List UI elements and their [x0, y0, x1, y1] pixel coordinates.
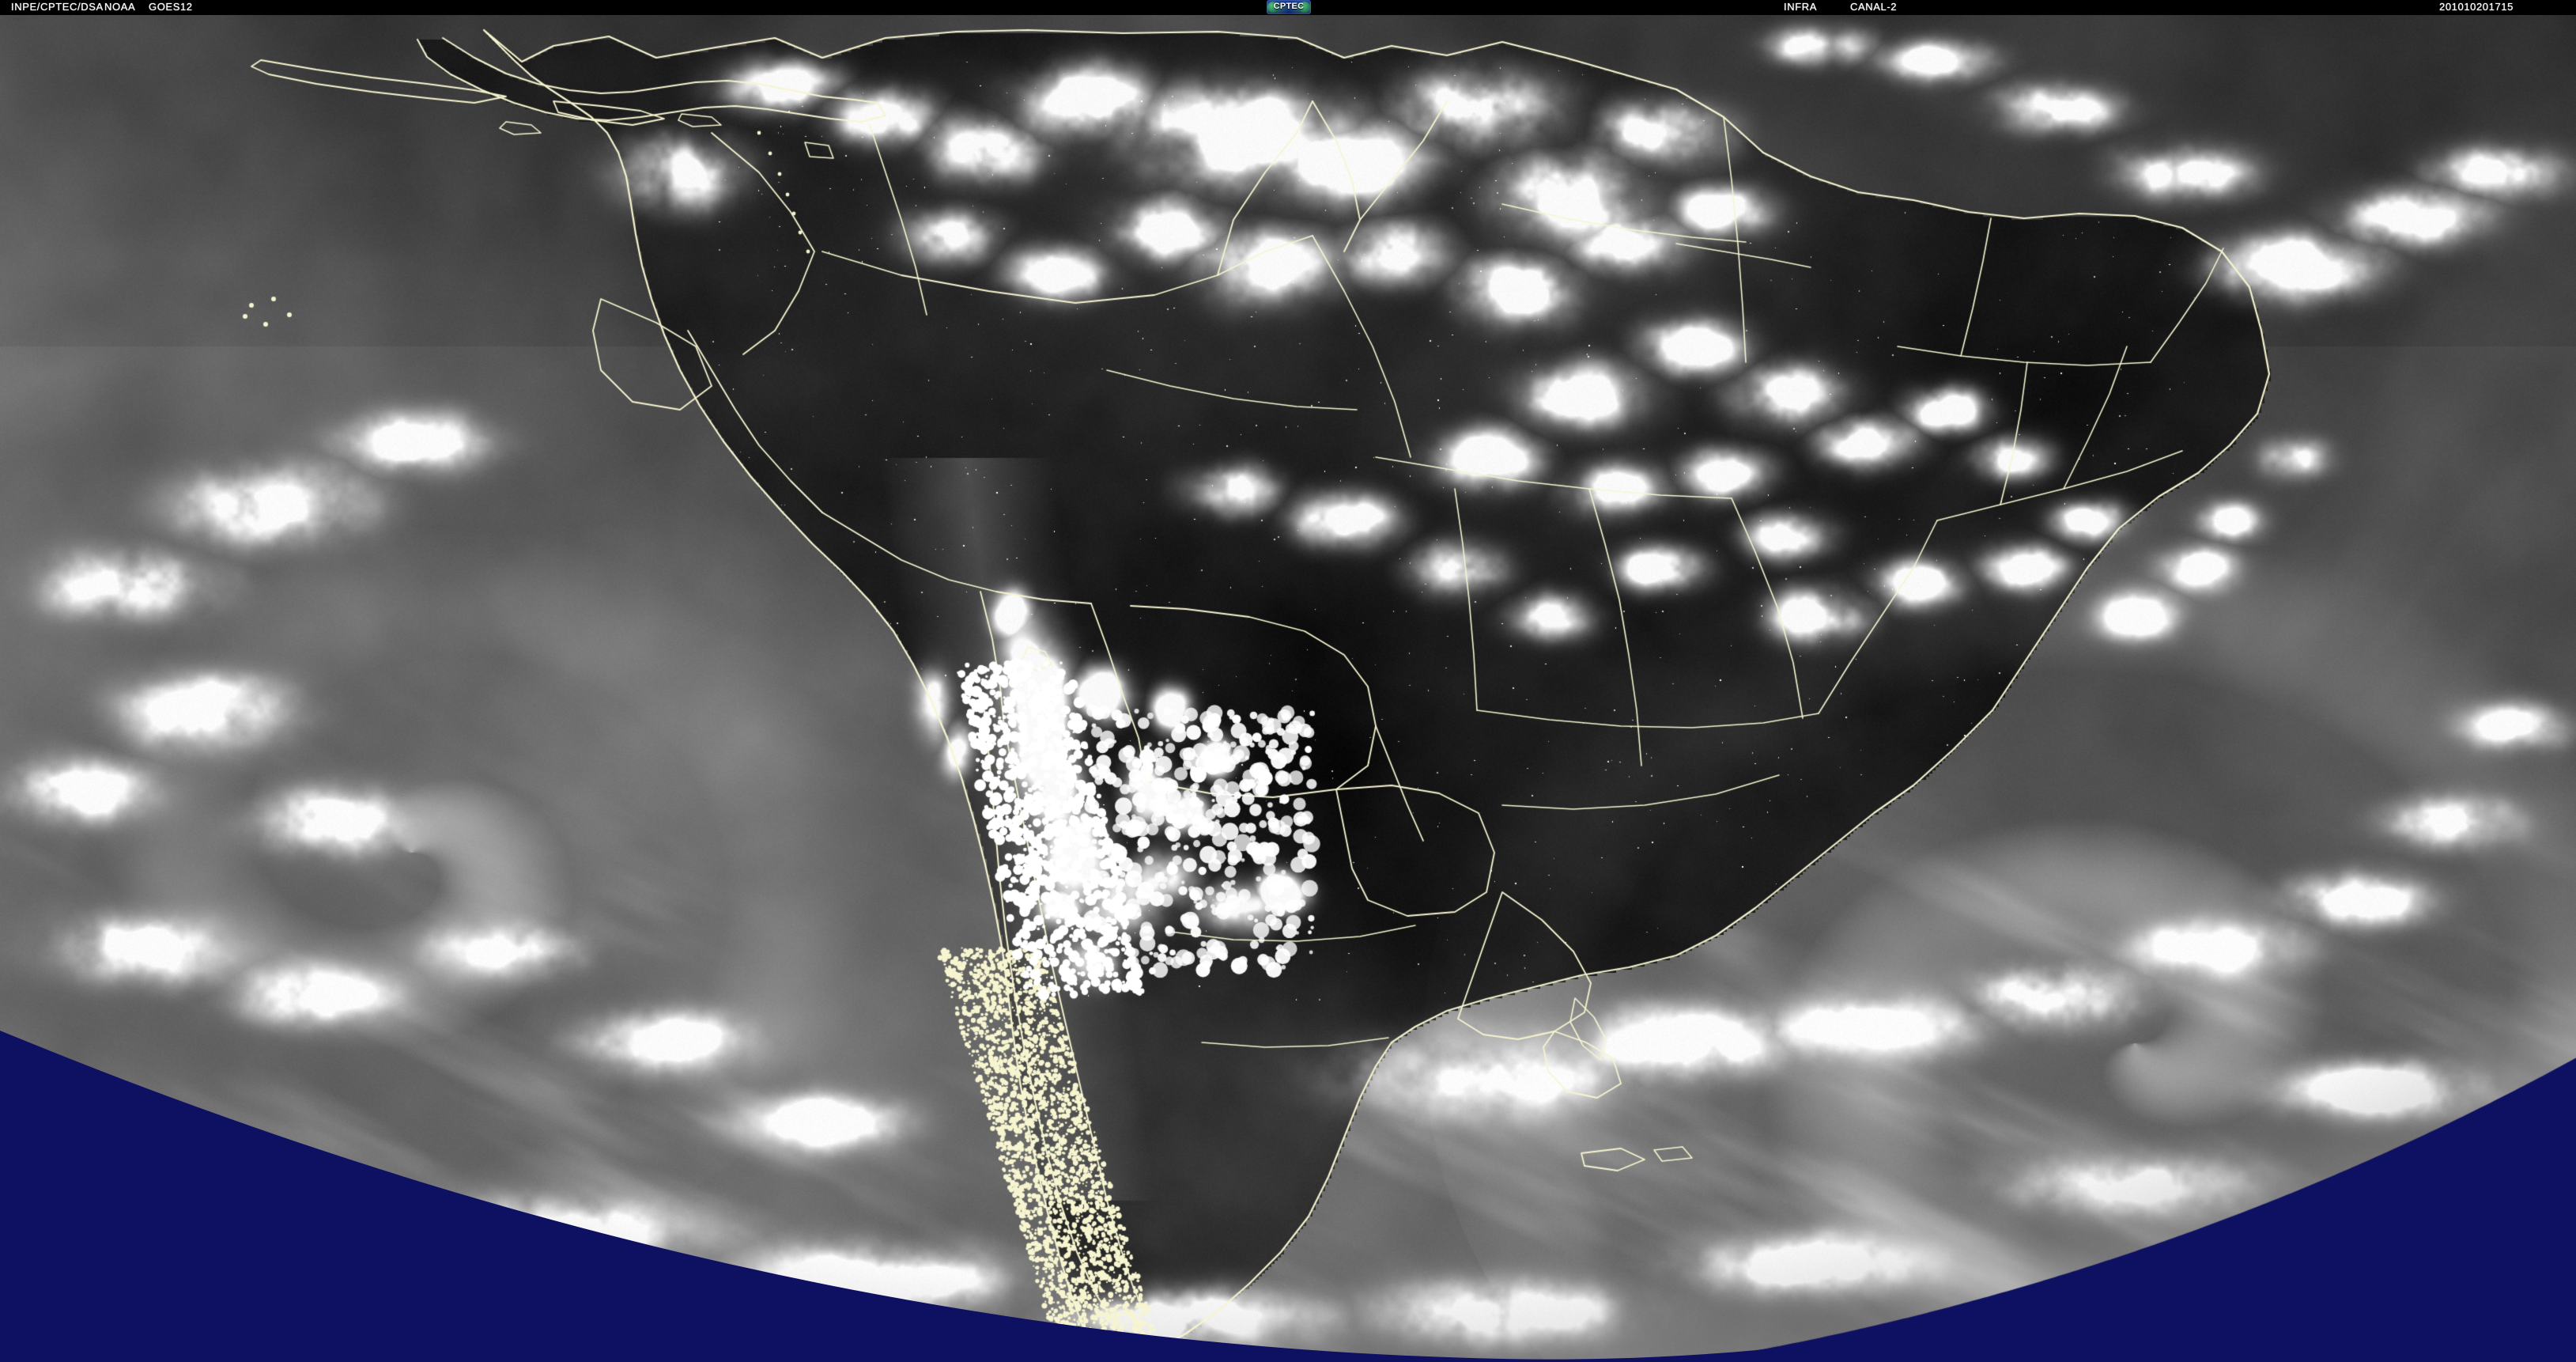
- header-bar: INPE/CPTEC/DSA NOAA GOES12 CPTEC INFRA C…: [0, 0, 2576, 15]
- band-label: INFRA: [1784, 1, 1817, 13]
- agency-label: INPE/CPTEC/DSA: [11, 1, 104, 13]
- satellite-image-canvas: [0, 14, 2576, 1362]
- globe-icon: [1299, 2, 1310, 13]
- satellite-label: GOES12: [149, 1, 193, 13]
- channel-label: CANAL-2: [1850, 1, 1898, 13]
- timestamp-label: 201010201715: [2439, 1, 2514, 13]
- cptec-logo: CPTEC: [1267, 0, 1311, 14]
- globe-icon: [1267, 2, 1279, 13]
- operator-label: NOAA: [104, 1, 136, 13]
- cptec-logo-text: CPTEC: [1273, 2, 1305, 11]
- infrared-satellite-imagery: [0, 14, 2576, 1362]
